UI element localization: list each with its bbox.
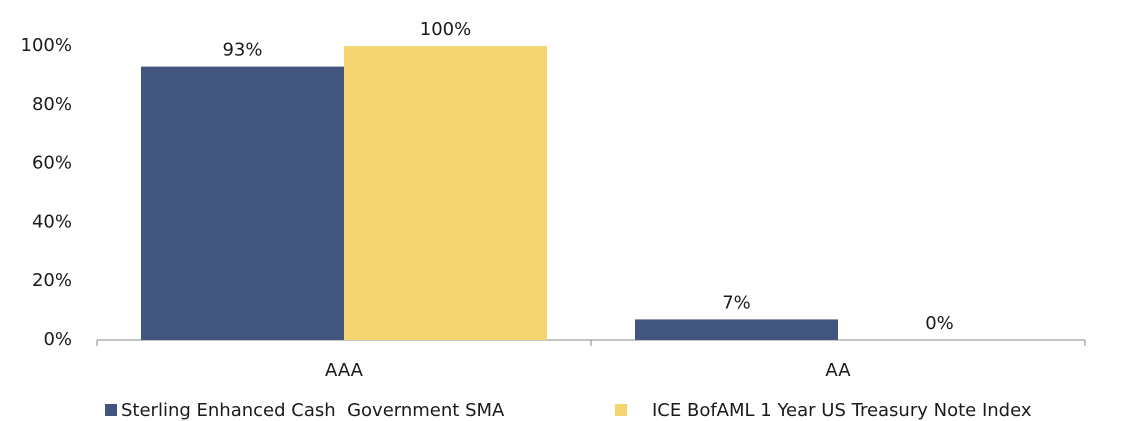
bar <box>141 66 344 340</box>
bar <box>344 46 547 340</box>
y-tick-label: 80% <box>32 94 72 115</box>
y-tick-label: 40% <box>32 211 72 232</box>
y-tick-label: 0% <box>43 329 72 350</box>
value-label: 7% <box>722 292 751 313</box>
x-tick-label: AAA <box>325 360 364 381</box>
legend-label: Sterling Enhanced Cash Government SMA <box>121 400 505 421</box>
y-tick-label: 20% <box>32 270 72 291</box>
value-label: 93% <box>222 40 262 61</box>
legend-swatch <box>105 404 117 416</box>
bar <box>635 319 838 340</box>
x-tick-label: AA <box>825 360 851 381</box>
y-tick-label: 100% <box>21 35 72 56</box>
y-tick-label: 60% <box>32 153 72 174</box>
legend-label: ICE BofAML 1 Year US Treasury Note Index <box>652 400 1032 421</box>
legend-swatch <box>615 404 627 416</box>
value-label: 100% <box>420 19 471 40</box>
value-label: 0% <box>925 313 954 334</box>
